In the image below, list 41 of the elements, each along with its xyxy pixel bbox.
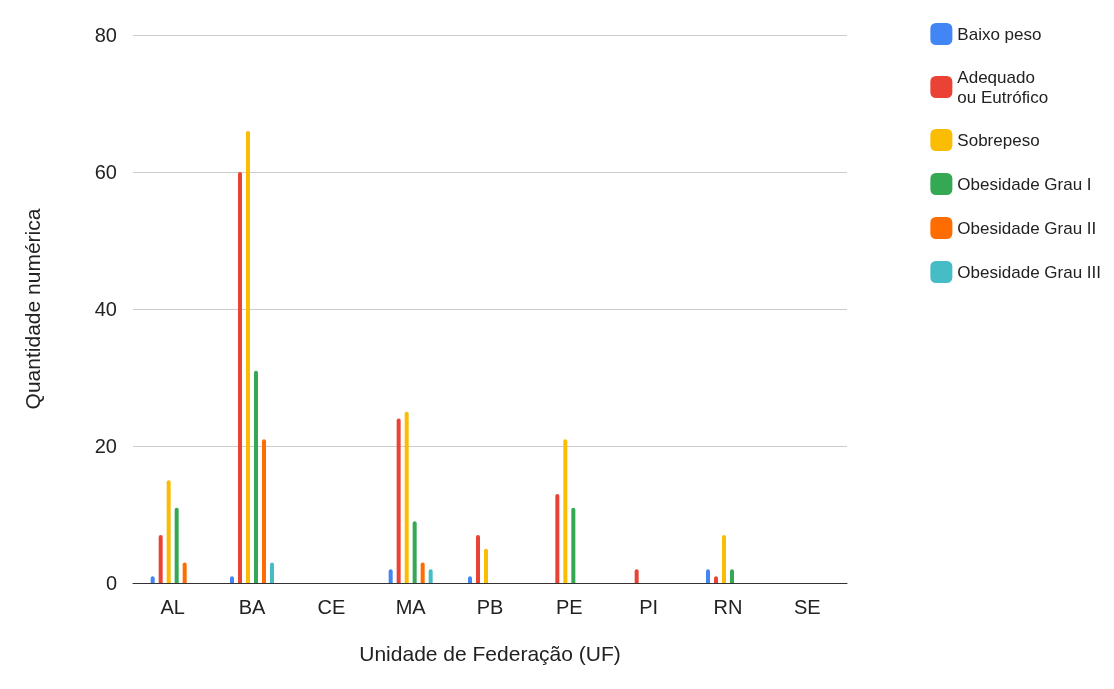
bar: [182, 562, 187, 583]
y-axis-title: Quantidade numérica: [21, 208, 44, 410]
legend-label: Obesidade Grau II: [957, 218, 1097, 238]
bar: [246, 130, 250, 583]
bar: [404, 411, 409, 583]
bar: [396, 418, 401, 583]
x-tick-label: BA: [238, 596, 266, 618]
x-tick-label: MA: [395, 596, 427, 618]
bar: [563, 439, 568, 583]
bar: [476, 535, 480, 583]
y-tick-label: 80: [94, 24, 117, 46]
legend-label: Sobrepeso: [957, 130, 1040, 150]
x-tick-label: CE: [317, 596, 346, 618]
y-tick-label: 0: [105, 572, 117, 594]
x-tick-label: RN: [713, 596, 743, 618]
legend-label: Adequado ou Eutrófico: [957, 67, 1049, 107]
bar: [420, 562, 425, 583]
y-tick-label: 20: [94, 435, 117, 457]
bar: [158, 535, 163, 583]
y-tick-label: 40: [94, 298, 117, 320]
legend-label: Obesidade Grau III: [957, 262, 1101, 282]
bar: [722, 535, 726, 583]
bar: [412, 521, 417, 583]
bar: [555, 493, 560, 583]
bar: [484, 548, 488, 583]
legend-label: Baixo peso: [957, 24, 1042, 44]
x-tick-label: PE: [555, 596, 583, 618]
bar: [270, 562, 274, 583]
y-tick-label: 60: [94, 161, 117, 183]
bar: [262, 439, 266, 583]
bar: [254, 370, 258, 583]
x-tick-label: PB: [476, 596, 504, 618]
x-tick-label: PI: [639, 596, 659, 618]
x-tick-label: SE: [793, 596, 821, 618]
x-tick-label: AL: [160, 596, 185, 618]
bar: [166, 480, 171, 583]
bar: [238, 172, 242, 583]
legend-label: Obesidade Grau I: [957, 174, 1092, 194]
bar: [174, 507, 179, 583]
x-axis-title: Unidade de Federação (UF): [359, 642, 621, 665]
bar: [571, 507, 576, 583]
